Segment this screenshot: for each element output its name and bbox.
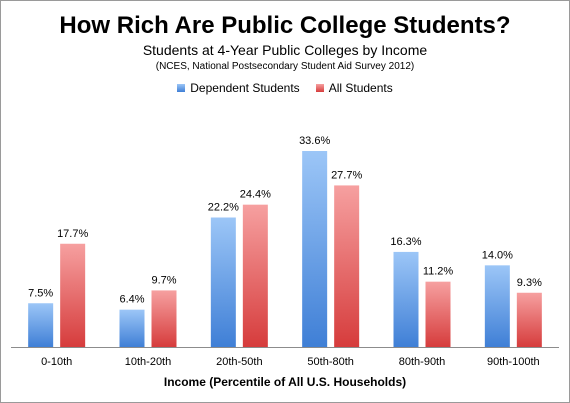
x-tick-label: 0-10th: [41, 356, 72, 368]
data-label-dependent-10th-20th: 6.4%: [119, 294, 144, 306]
legend-swatch-all: [315, 84, 324, 92]
legend-item-all-students: All Students: [315, 81, 393, 95]
legend-label-all: All Students: [328, 81, 393, 95]
data-label-all-20th-50th: 24.4%: [240, 189, 271, 201]
bar-all-90th-100th: [516, 292, 542, 347]
chart-title: How Rich Are Public College Students?: [59, 12, 511, 39]
bar-all-0-10th: [60, 243, 86, 347]
data-label-dependent-90th-100th: 14.0%: [482, 249, 513, 261]
bar-all-50th-80th: [334, 185, 360, 347]
data-label-dependent-0-10th: 7.5%: [28, 287, 53, 299]
x-tick-label: 20th-50th: [216, 356, 262, 368]
bar-dependent-90th-100th: [484, 265, 510, 347]
bar-dependent-10th-20th: [119, 309, 145, 347]
legend-swatch-dependent: [177, 84, 186, 92]
chart-legend: Dependent Students All Students: [1, 81, 569, 95]
bar-all-20th-50th: [242, 204, 268, 347]
x-tick-label: 80th-90th: [399, 356, 445, 368]
data-label-dependent-80th-90th: 16.3%: [390, 236, 421, 248]
chart-subtitle: Students at 4-Year Public Colleges by In…: [142, 42, 428, 58]
bar-dependent-80th-90th: [393, 251, 419, 347]
legend-label-dependent: Dependent Students: [190, 81, 300, 95]
data-label-all-80th-90th: 11.2%: [423, 266, 454, 278]
x-tick-label: 10th-20th: [125, 356, 171, 368]
data-label-dependent-20th-50th: 22.2%: [208, 202, 239, 214]
data-label-all-90th-100th: 9.3%: [517, 277, 542, 289]
data-label-dependent-50th-80th: 33.6%: [299, 135, 330, 147]
bar-all-80th-90th: [425, 281, 451, 347]
data-label-all-50th-80th: 27.7%: [331, 169, 362, 181]
bar-dependent-20th-50th: [210, 217, 236, 347]
bar-dependent-0-10th: [28, 303, 54, 347]
x-tick-label: 90th-100th: [487, 356, 540, 368]
bar-all-10th-20th: [151, 290, 177, 347]
x-tick-label: 50th-80th: [307, 356, 353, 368]
data-label-all-0-10th: 17.7%: [57, 228, 88, 240]
x-axis-title: Income (Percentile of All U.S. Household…: [164, 375, 406, 389]
bar-dependent-50th-80th: [302, 151, 328, 347]
legend-item-dependent-students: Dependent Students: [177, 81, 300, 95]
chart-source-note: (NCES, National Postsecondary Student Ai…: [155, 61, 415, 72]
data-label-all-10th-20th: 9.7%: [151, 274, 176, 286]
